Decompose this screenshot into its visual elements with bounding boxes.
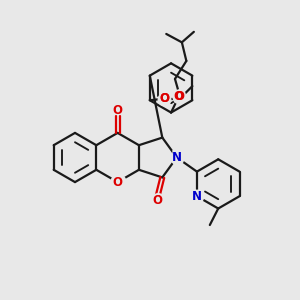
Text: N: N xyxy=(172,151,182,164)
Text: O: O xyxy=(174,90,184,104)
Text: O: O xyxy=(175,90,185,104)
Text: N: N xyxy=(191,189,203,204)
Text: O: O xyxy=(111,103,124,118)
Text: O: O xyxy=(159,92,169,105)
Text: O: O xyxy=(152,193,164,208)
Text: O: O xyxy=(158,91,170,106)
Text: O: O xyxy=(112,104,123,117)
Text: O: O xyxy=(173,89,186,104)
Text: N: N xyxy=(171,150,183,165)
Text: O: O xyxy=(112,176,123,189)
Text: O: O xyxy=(159,92,169,105)
Text: O: O xyxy=(153,194,163,207)
Text: O: O xyxy=(111,175,124,190)
Text: N: N xyxy=(192,190,202,203)
